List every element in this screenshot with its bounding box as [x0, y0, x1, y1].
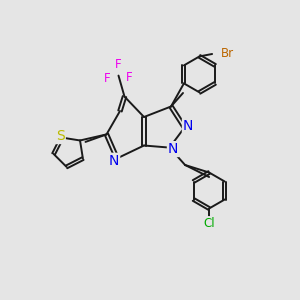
Text: F: F	[126, 70, 132, 84]
Text: F: F	[115, 58, 122, 71]
Text: N: N	[168, 142, 178, 156]
Text: S: S	[56, 129, 65, 143]
Text: Cl: Cl	[203, 217, 215, 230]
Text: F: F	[104, 71, 110, 85]
Text: Br: Br	[220, 47, 234, 61]
Text: N: N	[109, 154, 119, 168]
Text: N: N	[183, 119, 193, 133]
